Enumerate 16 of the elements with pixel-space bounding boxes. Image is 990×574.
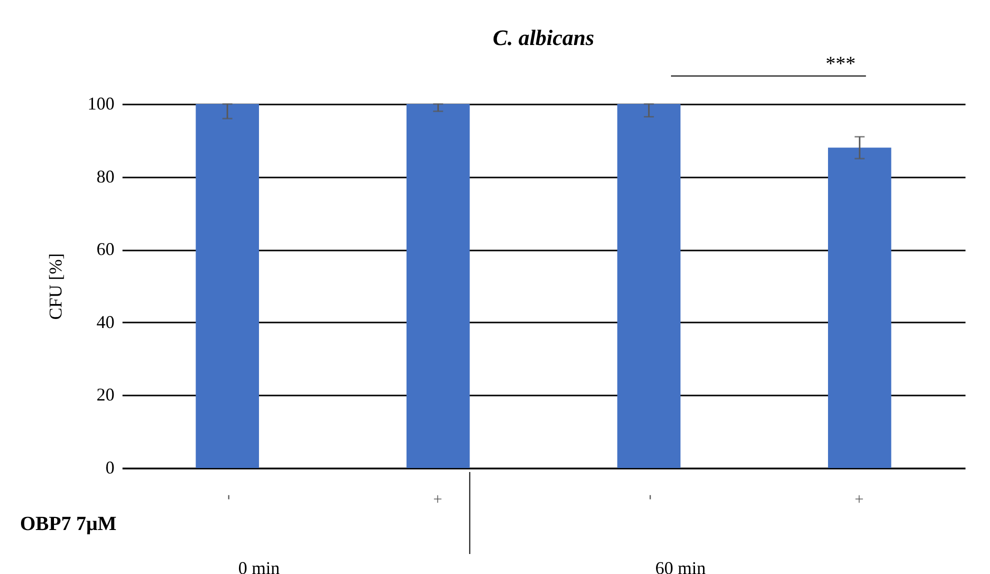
y-tick-label: 80 (96, 166, 114, 186)
y-tick-label: 60 (96, 239, 114, 260)
y-tick-label: 40 (96, 312, 114, 332)
y-axis-title: CFU [%] (46, 253, 66, 320)
x-tick-label: - (219, 494, 236, 500)
y-tick-label: 100 (88, 94, 114, 114)
y-tick-label: 20 (96, 384, 114, 405)
text: 0 min (238, 558, 280, 574)
x-tick-label: - (640, 494, 658, 500)
y-tick-label: 0 (106, 458, 114, 478)
x-tick-label: + (430, 494, 448, 504)
text: OBP7 7µM (20, 513, 117, 535)
chart-title: C. albicans (492, 25, 594, 50)
text: *** (826, 53, 856, 75)
text: 60 min (655, 558, 706, 574)
x-tick-label: + (852, 494, 869, 504)
